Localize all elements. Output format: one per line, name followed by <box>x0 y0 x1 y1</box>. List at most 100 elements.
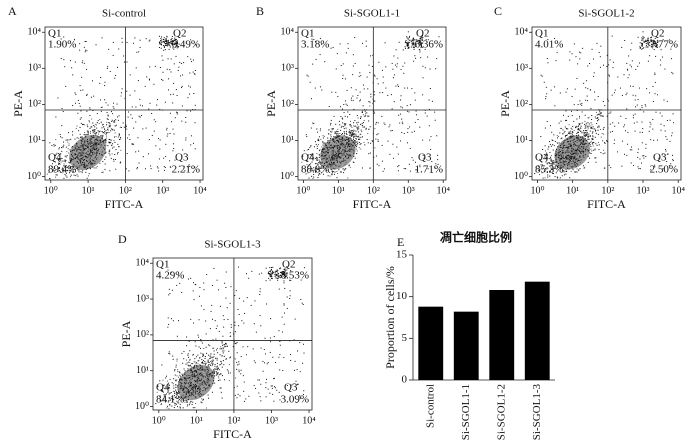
event-dot <box>656 94 658 96</box>
event-dot <box>644 41 646 43</box>
event-dot <box>81 164 83 166</box>
event-dot <box>202 384 204 386</box>
event-dot <box>106 121 108 123</box>
event-dot <box>342 160 344 162</box>
event-dot <box>561 143 563 145</box>
event-dot <box>196 374 198 376</box>
event-dot <box>608 74 610 76</box>
event-dot <box>358 75 360 77</box>
event-dot <box>245 354 247 356</box>
event-dot <box>87 145 89 147</box>
event-dot <box>276 389 278 391</box>
event-dot <box>213 353 215 355</box>
quadrant-name: Q4 <box>301 152 315 164</box>
event-dot <box>643 111 645 113</box>
event-dot <box>396 66 398 68</box>
event-dot <box>170 166 172 168</box>
event-dot <box>202 375 204 377</box>
event-dot <box>49 142 51 144</box>
event-dot <box>303 267 305 269</box>
event-dot <box>419 126 421 128</box>
quadrant-name: Q4 <box>156 382 170 394</box>
event-dot <box>194 358 196 360</box>
y-axis-label: PE-A <box>498 90 512 117</box>
event-dot <box>320 167 322 169</box>
event-dot <box>594 99 596 101</box>
event-dot <box>166 42 168 44</box>
event-dot <box>188 386 190 388</box>
event-dot <box>197 393 199 395</box>
event-dot <box>218 369 220 371</box>
event-dot <box>565 156 567 158</box>
event-dot <box>190 395 192 397</box>
event-dot <box>585 122 587 124</box>
event-dot <box>412 43 414 45</box>
event-dot <box>192 282 194 284</box>
event-dot <box>144 168 146 170</box>
event-dot <box>175 42 177 44</box>
event-dot <box>583 167 585 169</box>
event-dot <box>596 42 598 44</box>
event-dot <box>172 390 174 392</box>
event-dot <box>564 136 566 138</box>
event-dot <box>101 137 103 139</box>
event-dot <box>110 141 112 143</box>
event-dot <box>166 127 168 129</box>
event-dot <box>66 151 68 153</box>
event-dot <box>589 157 591 159</box>
event-dot <box>97 142 99 144</box>
event-dot <box>627 131 629 133</box>
event-dot <box>344 163 346 165</box>
event-dot <box>203 387 205 389</box>
event-dot <box>345 52 347 54</box>
event-dot <box>192 387 194 389</box>
event-dot <box>574 145 576 147</box>
event-dot <box>353 129 355 131</box>
event-dot <box>537 165 539 167</box>
event-dot <box>566 154 568 156</box>
event-dot <box>72 74 74 76</box>
event-dot <box>244 312 246 314</box>
event-dot <box>340 65 342 67</box>
event-dot <box>420 39 422 41</box>
event-dot <box>582 151 584 153</box>
event-dot <box>565 157 567 159</box>
event-dot <box>546 156 548 158</box>
event-dot <box>76 161 78 163</box>
event-dot <box>177 274 179 276</box>
event-dot <box>183 391 185 393</box>
event-dot <box>587 122 589 124</box>
event-dot <box>571 155 573 157</box>
event-dot <box>194 73 196 75</box>
event-dot <box>340 162 342 164</box>
event-dot <box>545 153 547 155</box>
event-dot <box>185 390 187 392</box>
event-dot <box>624 39 626 41</box>
event-dot <box>567 146 569 148</box>
event-dot <box>586 146 588 148</box>
event-dot <box>360 136 362 138</box>
event-dot <box>94 148 96 150</box>
event-dot <box>649 42 651 44</box>
event-dot <box>591 138 593 140</box>
event-dot <box>364 115 366 117</box>
event-dot <box>397 170 399 172</box>
y-tick-label: 15 <box>396 249 408 261</box>
event-dot <box>101 171 103 173</box>
event-dot <box>549 170 551 172</box>
event-dot <box>337 165 339 167</box>
event-dot <box>70 174 72 176</box>
event-dot <box>67 132 69 134</box>
event-dot <box>334 159 336 161</box>
event-dot <box>404 87 406 89</box>
event-dot <box>338 147 340 149</box>
event-dot <box>189 377 191 379</box>
event-dot <box>349 113 351 115</box>
event-dot <box>159 40 161 42</box>
event-dot <box>272 272 274 274</box>
event-dot <box>129 94 131 96</box>
event-dot <box>212 371 214 373</box>
event-dot <box>584 123 586 125</box>
event-dot <box>357 131 359 133</box>
event-dot <box>337 144 339 146</box>
